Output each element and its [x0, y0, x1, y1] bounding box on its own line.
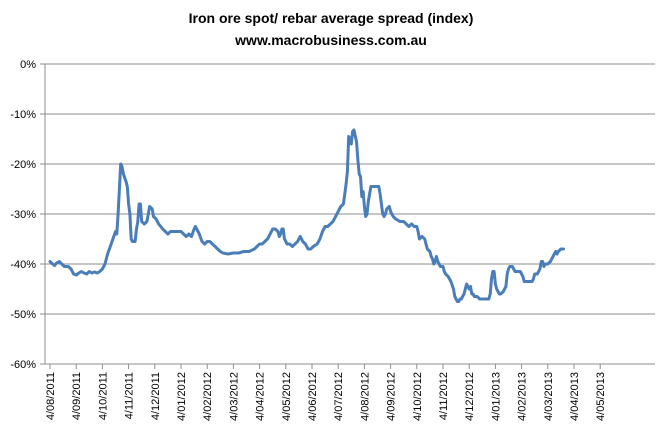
x-tick-label: 4/09/2011: [71, 372, 83, 420]
x-tick-label: 4/03/2012: [228, 372, 240, 421]
x-tick-label: 4/01/2012: [176, 372, 188, 421]
x-tick-label: 4/10/2011: [97, 372, 109, 420]
y-tick-label: -20%: [10, 159, 36, 171]
y-tick-label: -10%: [10, 109, 36, 121]
x-tick-label: 4/07/2012: [333, 372, 345, 421]
x-tick-label: 4/10/2012: [412, 372, 424, 421]
x-tick-label: 4/08/2012: [359, 372, 371, 421]
gridlines: [40, 63, 655, 365]
x-tick-label: 4/12/2011: [150, 372, 162, 420]
x-tick-label: 4/02/2013: [517, 372, 529, 421]
x-tick-label: 4/08/2011: [45, 372, 57, 420]
x-tick-label: 4/03/2013: [543, 372, 555, 421]
y-tick-label: -60%: [10, 359, 36, 371]
y-tick-label: -50%: [10, 309, 36, 321]
x-tick-label: 4/11/2012: [438, 372, 450, 420]
x-tick-label: 4/06/2012: [307, 372, 319, 421]
x-tick-label: 4/09/2012: [386, 372, 398, 421]
x-tick-label: 4/12/2012: [464, 372, 476, 421]
x-tick-label: 4/04/2012: [255, 372, 267, 421]
x-tick-label: 4/02/2012: [202, 372, 214, 421]
y-axis-tick-labels: 0% -10% -20% -30% -40% -50% -60%: [10, 59, 36, 371]
x-tick-label: 4/05/2012: [281, 372, 293, 421]
x-tick-label: 4/01/2013: [490, 372, 502, 421]
x-axis-tick-labels: 4/08/2011 4/09/2011 4/10/2011 4/11/2011 4/12…: [45, 364, 607, 421]
series-line: [48, 128, 565, 303]
y-tick-label: 0%: [20, 59, 36, 71]
chart-title: Iron ore spot/ rebar average spread (ind…: [189, 10, 474, 26]
chart-subtitle: www.macrobusiness.com.au: [234, 32, 427, 48]
x-tick-label: 4/11/2011: [124, 372, 136, 419]
y-tick-label: -30%: [10, 209, 36, 221]
y-tick-label: -40%: [10, 259, 36, 271]
x-tick-label: 4/04/2013: [569, 372, 581, 421]
x-tick-label: 4/05/2013: [595, 372, 607, 421]
